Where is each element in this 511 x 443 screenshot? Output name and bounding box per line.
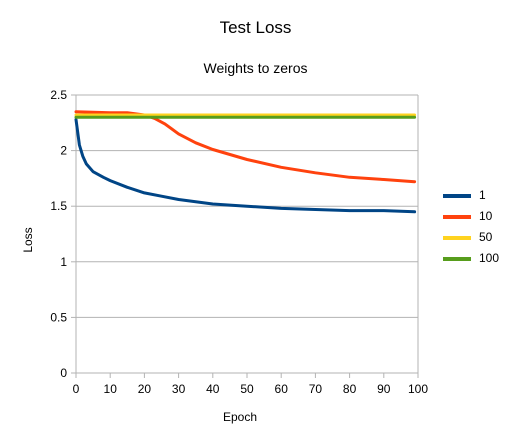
y-tick-label: 1.5 bbox=[50, 199, 67, 213]
x-tick-label: 0 bbox=[73, 382, 80, 396]
y-tick-label: 2.5 bbox=[50, 88, 67, 102]
y-tick-label: 0 bbox=[60, 366, 67, 380]
legend-label: 50 bbox=[479, 230, 493, 244]
x-tick-label: 90 bbox=[377, 382, 391, 396]
legend-item: 50 bbox=[443, 228, 503, 249]
axes bbox=[71, 94, 419, 378]
x-tick-label: 30 bbox=[172, 382, 186, 396]
legend: 1 10 50 100 bbox=[443, 186, 503, 270]
tick-labels: 0 0.5 1 1.5 2 2.5 0 10 20 30 40 50 60 70 80 90 100 bbox=[50, 88, 428, 396]
legend-label: 1 bbox=[479, 188, 486, 202]
legend-item: 100 bbox=[443, 249, 503, 270]
legend-item: 1 bbox=[443, 186, 503, 207]
x-tick-label: 10 bbox=[104, 382, 118, 396]
x-tick-label: 70 bbox=[309, 382, 323, 396]
x-tick-label: 100 bbox=[408, 382, 428, 396]
series-line-10 bbox=[74, 110, 417, 184]
chart-subtitle: Weights to zeros bbox=[203, 60, 308, 76]
x-tick-label: 40 bbox=[206, 382, 220, 396]
y-tick-label: 1 bbox=[60, 255, 67, 269]
series-line-1 bbox=[74, 118, 417, 214]
chart-title: Test Loss bbox=[219, 18, 292, 37]
legend-item: 10 bbox=[443, 207, 503, 228]
legend-swatch bbox=[443, 194, 471, 198]
legend-swatch bbox=[443, 215, 471, 219]
series-lines bbox=[74, 110, 417, 214]
legend-label: 100 bbox=[479, 251, 500, 265]
y-tick-label: 0.5 bbox=[50, 310, 67, 324]
x-tick-label: 20 bbox=[138, 382, 152, 396]
legend-label: 10 bbox=[479, 209, 493, 223]
x-tick-label: 50 bbox=[240, 382, 254, 396]
x-tick-label: 60 bbox=[275, 382, 289, 396]
x-tick-label: 80 bbox=[343, 382, 357, 396]
y-tick-label: 2 bbox=[60, 144, 67, 158]
y-axis-label: Loss bbox=[21, 227, 35, 252]
legend-swatch bbox=[443, 236, 471, 240]
legend-swatch bbox=[443, 257, 471, 261]
x-axis-label: Epoch bbox=[223, 410, 257, 424]
